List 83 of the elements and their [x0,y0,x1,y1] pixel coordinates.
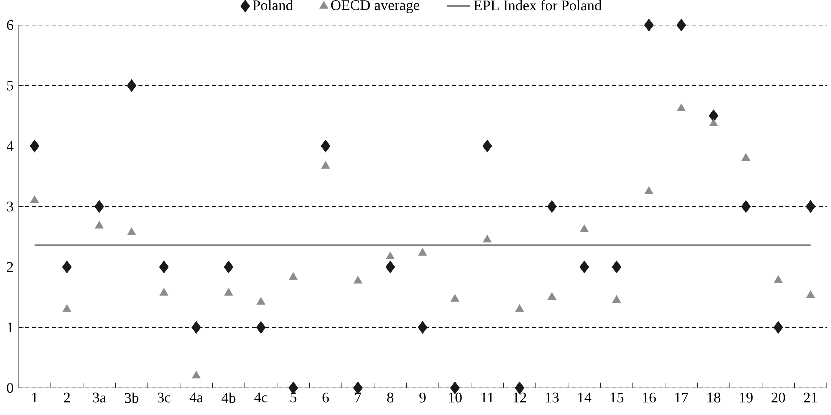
x-tick-label: 8 [387,392,394,403]
point [62,304,72,312]
point [644,19,654,32]
y-tick-label: 0 [7,383,14,394]
point [256,321,266,334]
x-tick-label: 3a [93,392,106,403]
y-tick-label: 4 [6,142,14,152]
x-tick-label: 15 [610,392,624,403]
point [192,371,201,379]
x-tick-label: 13 [546,392,559,403]
point [224,288,234,296]
point [742,154,750,162]
point [741,200,751,214]
point [612,261,622,274]
point [128,228,136,236]
x-tick-label: 1 [32,392,38,403]
x-tick-label: 12 [514,392,526,403]
y-tick-label: 3 [7,202,14,212]
point [548,292,556,300]
point [483,235,492,243]
point [94,200,104,214]
point [677,104,686,112]
x-tick-label: 4c [254,392,268,403]
point [386,252,395,260]
point [322,161,330,169]
x-tick-label: 9 [420,392,426,403]
x-tick-label: 21 [804,392,818,403]
y-tick-label: 5 [7,81,14,91]
point [806,290,816,298]
legend-label: Poland [253,0,294,11]
x-tick-label: 6 [322,392,330,403]
x-tick-label: 18 [708,392,721,403]
point [289,272,298,280]
legend-label: OECD average [331,0,420,14]
point [710,119,718,127]
point [224,261,234,274]
point [547,200,557,214]
point [774,321,784,334]
point [418,321,428,334]
x-tick-label: 14 [578,392,592,403]
point [160,288,168,296]
point [288,382,298,394]
x-tick-label: 3c [158,392,171,403]
point [418,248,428,256]
x-tick-label: 11 [482,392,494,403]
point [30,140,40,153]
x-tick-label: 17 [675,392,688,403]
point [482,140,492,153]
point [709,110,719,122]
y-tick-label: 2 [7,262,14,272]
x-tick-label: 16 [643,392,656,403]
point [516,304,524,312]
point [676,19,686,32]
x-tick-label: 4b [222,392,236,404]
x-tick-label: 7 [355,392,362,403]
point [321,140,331,153]
point [450,294,460,302]
x-tick-label: 2 [64,392,70,403]
point [386,261,396,274]
y-tick-label: 1 [8,322,14,333]
point [580,261,590,274]
x-tick-label: 5 [290,392,297,403]
point [62,261,72,274]
point [354,276,362,284]
point [127,80,137,92]
point [644,186,654,194]
x-tick-label: 10 [449,392,462,403]
point [256,297,266,305]
point [192,321,202,334]
point [159,261,169,274]
point [774,276,783,284]
x-tick-label: 3b [125,392,139,404]
x-tick-label: 20 [772,392,786,403]
point [580,224,589,232]
point [612,296,622,304]
point [353,382,363,394]
x-tick-label: 19 [740,392,753,403]
point [806,200,816,214]
legend-label: EPL Index for Poland [474,0,602,11]
y-tick-label: 6 [7,20,14,30]
point [30,196,40,204]
point [95,221,104,229]
x-tick-label: 4a [190,392,204,403]
